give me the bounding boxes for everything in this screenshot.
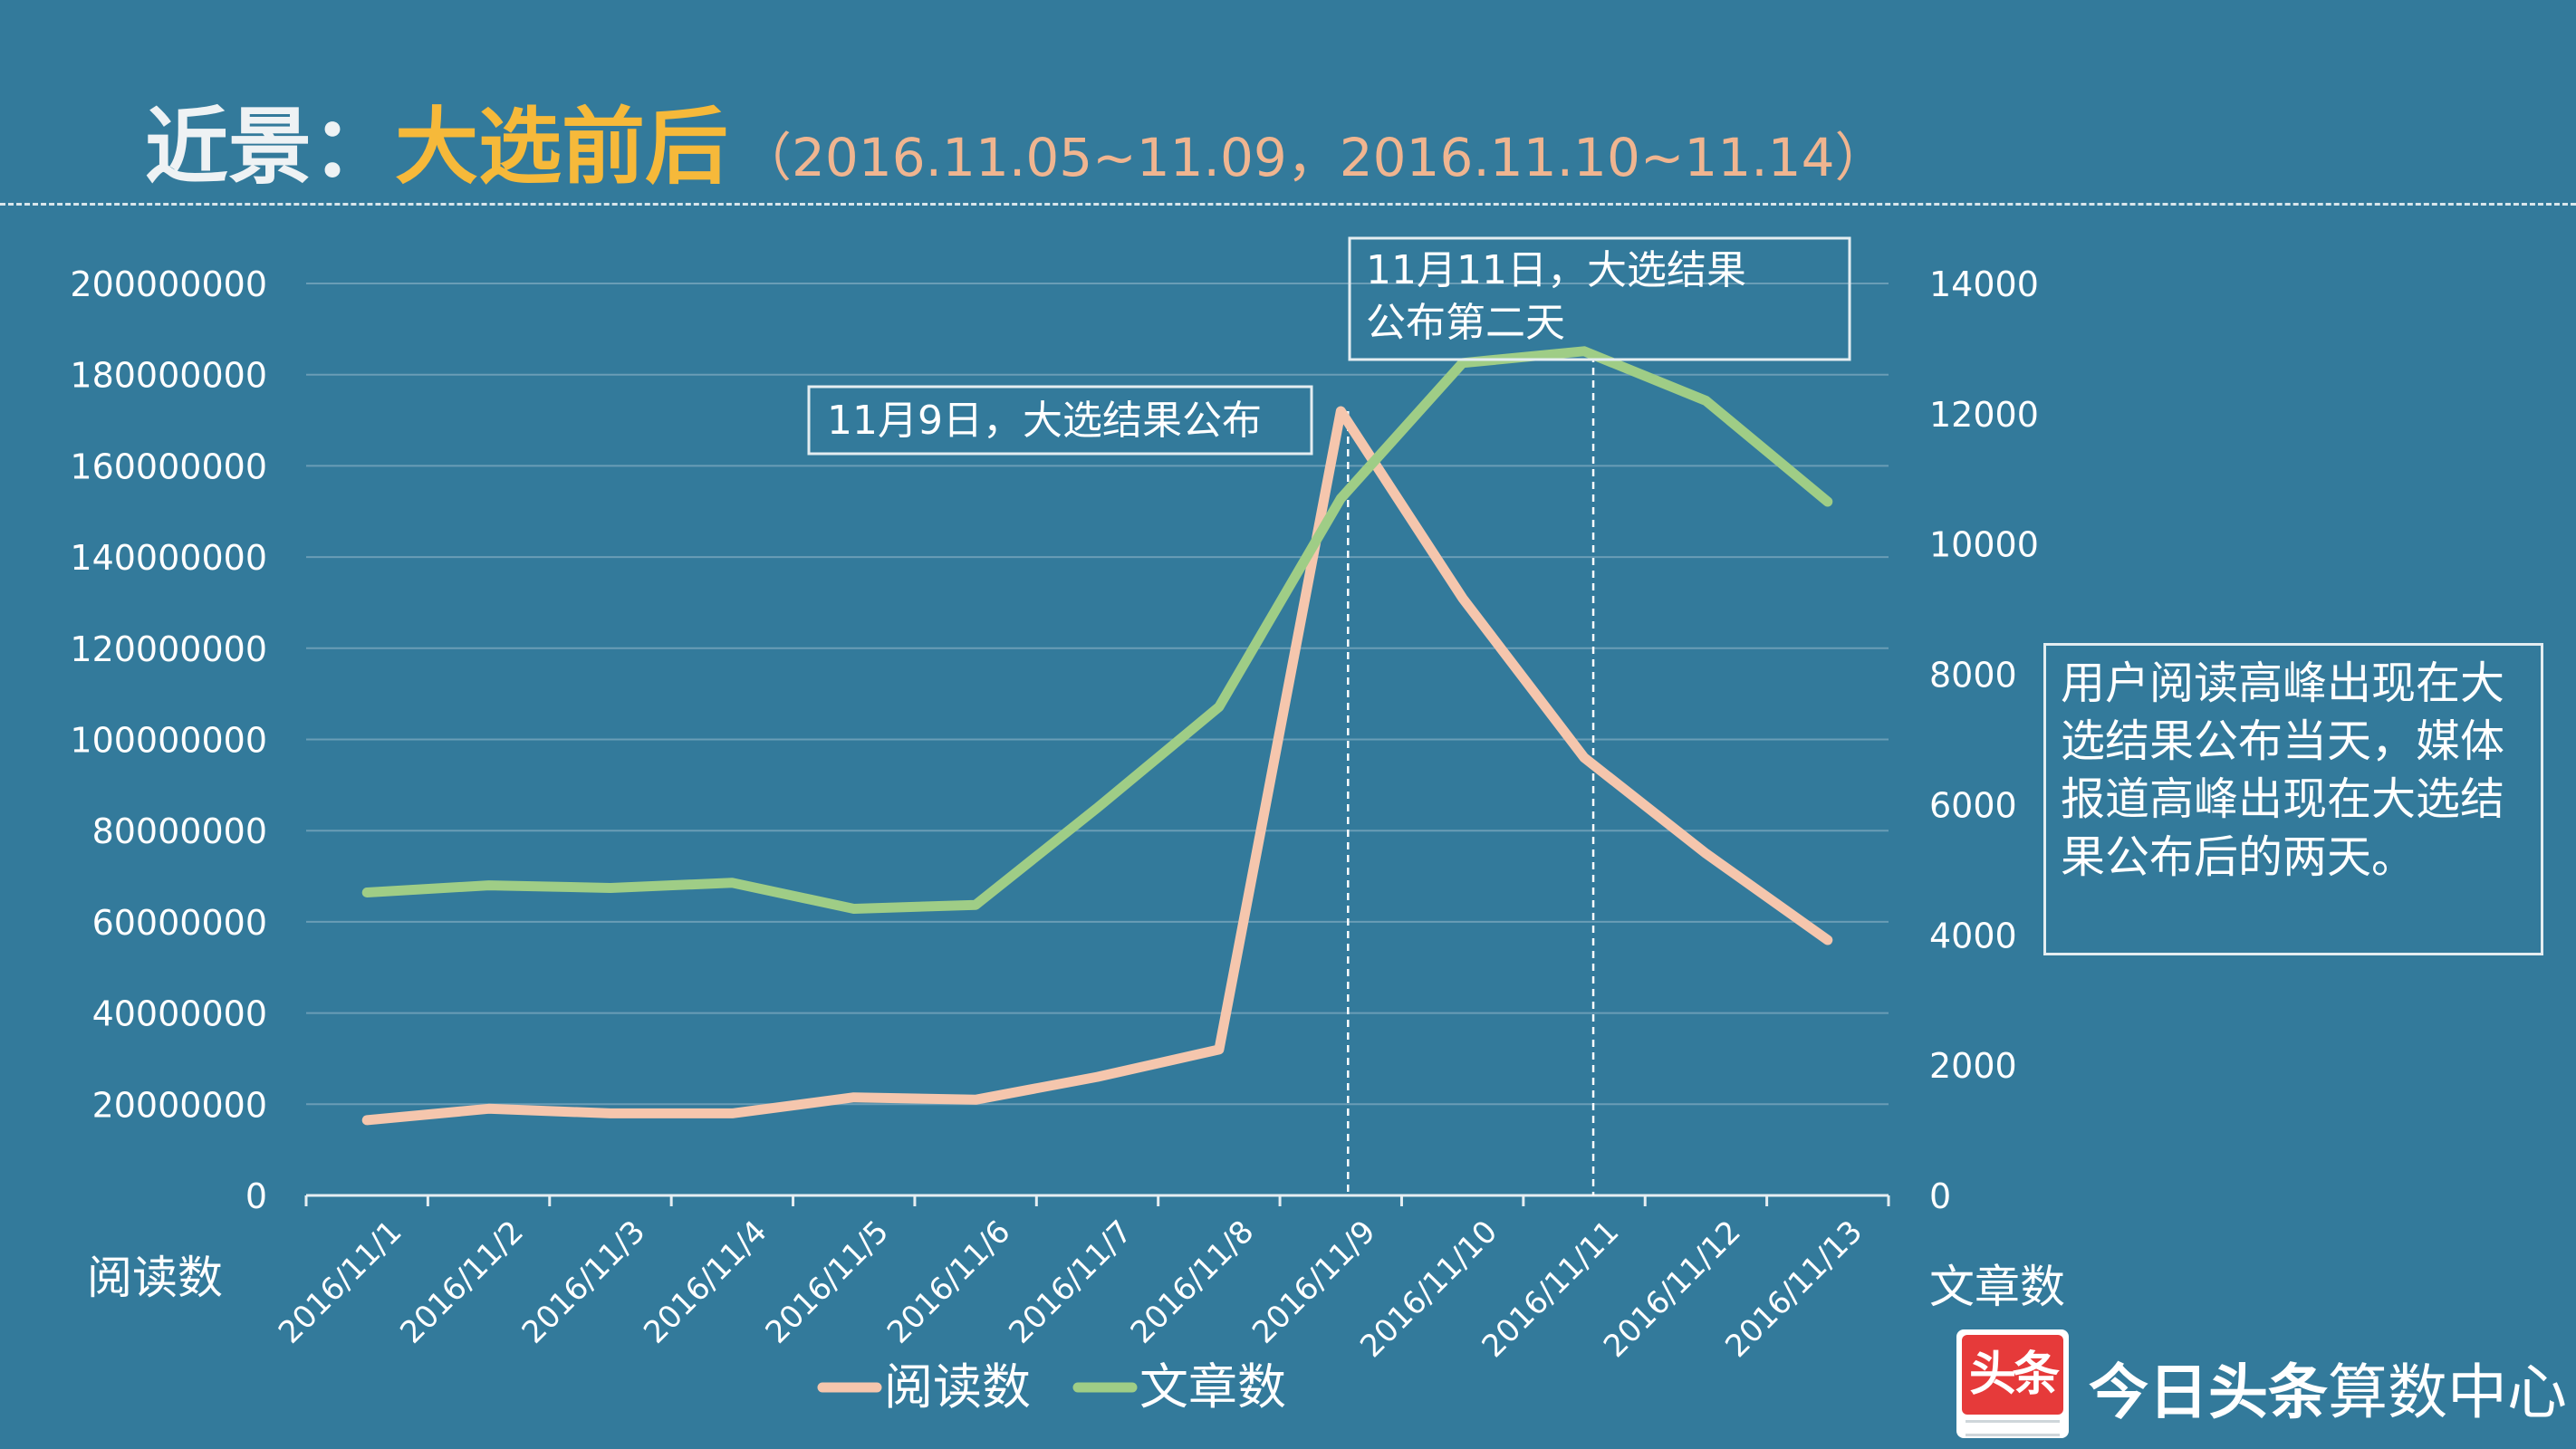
x-tick-label: 2016/11/5 [759, 1214, 897, 1351]
annotation-label-line: 公布第二天 [1366, 300, 1565, 346]
y2-tick-label: 2000 [1929, 1046, 2017, 1086]
y-tick-label: 20000000 [92, 1085, 267, 1125]
x-tick-label: 2016/11/4 [637, 1214, 774, 1351]
x-tick-label: 2016/11/1 [272, 1214, 409, 1351]
y-tick-label: 40000000 [92, 994, 267, 1034]
annotation-label: 11月9日，大选结果公布 [827, 398, 1262, 444]
y2-tick-label: 6000 [1929, 785, 2017, 825]
x-tick-label: 2016/11/6 [880, 1214, 1018, 1351]
series-line-reads [361, 406, 1833, 1126]
brand-bold: 今日头条 [2089, 1358, 2328, 1427]
annotation-label-line: 11月11日，大选结果 [1366, 247, 1746, 293]
x-tick-label: 2016/11/8 [1124, 1214, 1262, 1351]
y2-tick-label: 10000 [1929, 525, 2039, 565]
page-title: 近景：大选前后 （2016.11.05~11.09，2016.11.10~11.1… [145, 80, 1887, 200]
y-tick-label: 120000000 [70, 629, 267, 669]
annotation-box [1348, 236, 1851, 361]
title-main: 近景： [145, 99, 396, 196]
brand-name: 今日头条算数中心 [2089, 1344, 2567, 1431]
toutiao-logo: 头条 [1956, 1329, 2069, 1438]
y-tick-label: 100000000 [70, 721, 267, 761]
y2-tick-label: 4000 [1929, 916, 2017, 955]
y2-tick-label: 14000 [1929, 264, 2039, 304]
x-tick-label: 2016/11/3 [515, 1214, 653, 1351]
brand-rest: 算数中心 [2328, 1358, 2567, 1427]
summary-callout: 用户阅读高峰出现在大选结果公布当天，媒体报道高峰出现在大选结果公布后的两天。 [2043, 643, 2543, 955]
y-axis-title: 阅读数 [87, 1252, 223, 1304]
y-tick-label: 0 [245, 1176, 267, 1216]
annotation-box [807, 385, 1313, 456]
y-tick-label: 180000000 [70, 356, 267, 396]
y-tick-label: 200000000 [70, 264, 267, 304]
y-tick-label: 160000000 [70, 446, 267, 486]
x-tick-label: 2016/11/7 [1002, 1214, 1139, 1351]
y-tick-label: 80000000 [92, 811, 267, 851]
title-accent: 大选前后 [395, 99, 729, 196]
y-tick-label: 140000000 [70, 538, 267, 578]
y2-tick-label: 12000 [1929, 395, 2039, 435]
legend-label: 文章数 [1139, 1358, 1286, 1415]
series-line-articles [361, 346, 1833, 914]
title-date-range: （2016.11.05~11.09，2016.11.10~11.14） [739, 127, 1888, 188]
logo-lines [1966, 1420, 2060, 1436]
x-tick-label: 2016/11/2 [393, 1214, 531, 1351]
legend-label: 阅读数 [884, 1358, 1031, 1415]
y-tick-label: 60000000 [92, 903, 267, 943]
logo-icon-text: 头条 [1962, 1335, 2063, 1415]
y2-axis-title: 文章数 [1929, 1261, 2065, 1313]
title-divider [0, 203, 2576, 206]
y2-tick-label: 0 [1929, 1176, 1951, 1216]
y2-tick-label: 8000 [1929, 656, 2017, 696]
